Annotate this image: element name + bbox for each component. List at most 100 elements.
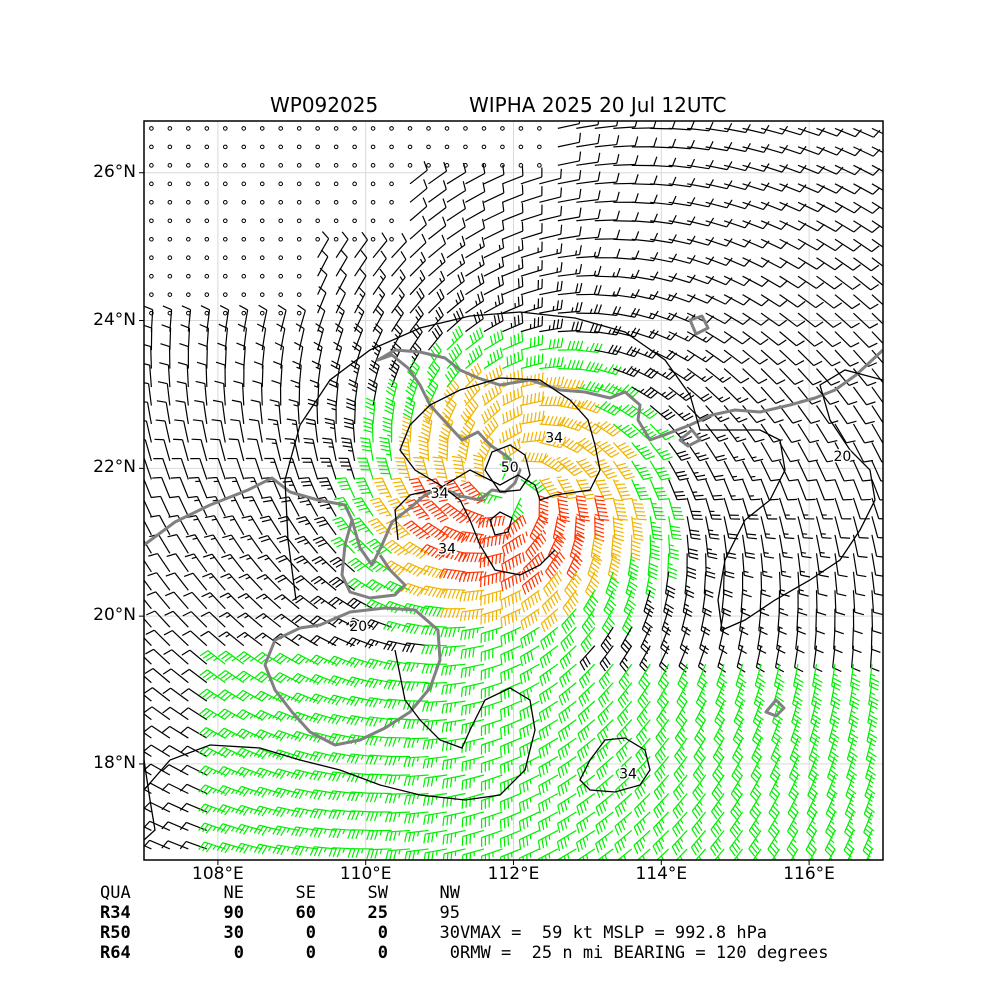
calm-marker — [352, 144, 357, 150]
wind-barb — [853, 275, 879, 291]
wind-barb — [440, 663, 466, 676]
wind-barb — [347, 557, 374, 573]
wind-barb — [345, 398, 356, 425]
wind-barb — [479, 552, 505, 569]
calm-marker — [222, 181, 228, 187]
wind-barb — [594, 479, 614, 500]
wind-barb — [146, 610, 171, 628]
wind-barb — [322, 437, 337, 462]
wind-barb — [460, 663, 485, 679]
wind-barb — [272, 749, 300, 761]
wind-barb — [576, 265, 602, 277]
wind-barb — [216, 785, 244, 797]
wind-barb — [394, 457, 411, 480]
wind-barb — [258, 535, 282, 554]
wind-contours — [144, 311, 883, 841]
wind-barb — [310, 595, 337, 610]
wind-barb — [520, 608, 540, 631]
calm-marker — [518, 126, 524, 131]
wind-barb — [539, 243, 563, 259]
wind-barb — [539, 396, 565, 407]
calm-marker — [259, 163, 265, 168]
wind-barb — [668, 235, 696, 245]
wind-barb — [813, 645, 823, 673]
contour-label: 20 — [349, 619, 367, 635]
wind-barb — [336, 477, 356, 499]
wind-barb — [250, 399, 263, 425]
wind-barb — [461, 811, 485, 828]
wind-barb — [539, 663, 559, 687]
wind-barb — [333, 341, 343, 369]
wind-barb — [797, 534, 812, 559]
wind-barb — [674, 719, 688, 746]
wind-barb — [255, 613, 282, 628]
header-sw: SW — [367, 883, 388, 903]
wind-barb — [816, 275, 843, 290]
wind-barb — [335, 267, 347, 295]
wind-barb — [145, 629, 171, 647]
wind-barb — [357, 457, 374, 480]
wind-barb — [797, 146, 826, 156]
wind-barb — [871, 479, 883, 501]
wind-barb — [327, 713, 355, 725]
wind-barb — [164, 591, 189, 610]
wind-barb — [272, 768, 300, 780]
wind-barb — [537, 829, 559, 851]
wind-barb — [144, 751, 152, 758]
island-east — [764, 698, 786, 718]
r64-se: 0 — [305, 943, 316, 963]
calm-marker — [204, 199, 210, 205]
wind-barb — [566, 551, 583, 581]
wind-barb — [446, 181, 467, 203]
wind-barb — [428, 324, 443, 351]
calm-marker — [315, 218, 320, 224]
wind-barb — [390, 477, 412, 501]
wind-barb — [633, 811, 651, 836]
wind-barb — [834, 442, 855, 463]
wind-barb — [309, 789, 337, 800]
wind-barb — [760, 442, 782, 463]
r64-sw: 0 — [377, 943, 388, 963]
wind-barb — [871, 442, 883, 463]
r34-se: 60 — [295, 903, 316, 923]
wind-barb — [144, 667, 171, 684]
calm-marker — [149, 236, 154, 242]
wind-barb — [687, 160, 714, 170]
wind-barb — [502, 313, 524, 333]
wind-barb — [668, 294, 696, 303]
wind-barb — [612, 497, 629, 521]
wind-barb — [539, 262, 563, 277]
wind-barb — [852, 571, 866, 597]
wind-barb — [797, 590, 808, 616]
wind-barb — [705, 497, 722, 520]
wind-barb — [538, 682, 559, 705]
wind-barb — [797, 331, 823, 347]
wind-barb — [461, 700, 485, 716]
wind-barb — [520, 391, 544, 407]
calm-marker — [500, 144, 505, 150]
calm-marker — [333, 199, 339, 205]
wind-barb — [742, 220, 770, 230]
wind-barb — [458, 552, 487, 563]
wind-barb — [678, 645, 689, 673]
wind-barb — [442, 848, 466, 860]
wind-barb — [853, 201, 880, 214]
wind-barb — [797, 349, 823, 367]
wind-barb — [668, 216, 696, 226]
r50-label: R50 — [100, 923, 131, 943]
wind-barb — [234, 361, 245, 388]
wind-barb — [309, 751, 337, 762]
lon-label: 108°E — [192, 864, 244, 884]
wind-barb — [175, 400, 189, 425]
wind-barb — [834, 571, 847, 597]
wind-barb — [364, 619, 392, 631]
r34-ne: 90 — [223, 903, 244, 923]
wind-barb — [465, 345, 483, 370]
wind-barb — [264, 457, 282, 480]
calm-marker — [463, 144, 468, 150]
wind-barb — [409, 251, 427, 277]
wind-barb — [354, 286, 366, 314]
wind-barb — [519, 700, 540, 721]
calm-marker — [149, 199, 154, 205]
wind-barb — [691, 793, 707, 820]
